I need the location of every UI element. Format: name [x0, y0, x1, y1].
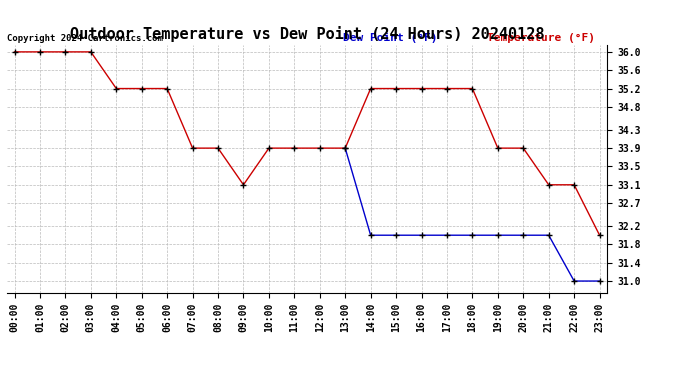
Text: Temperature (°F): Temperature (°F)	[487, 33, 595, 42]
Title: Outdoor Temperature vs Dew Point (24 Hours) 20240128: Outdoor Temperature vs Dew Point (24 Hou…	[70, 27, 544, 42]
Text: Copyright 2024 Cartronics.com: Copyright 2024 Cartronics.com	[7, 33, 163, 42]
Text: Dew Point (°F): Dew Point (°F)	[343, 33, 437, 42]
